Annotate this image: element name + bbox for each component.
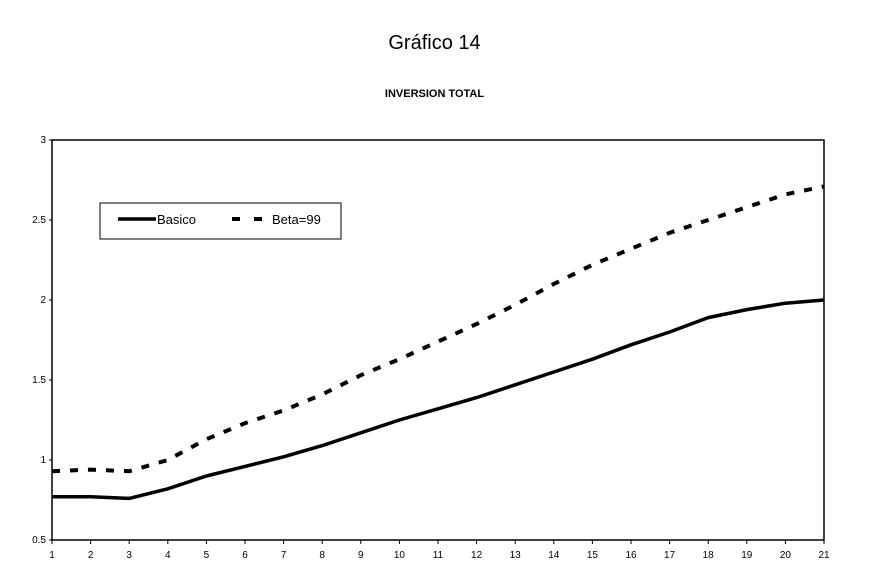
x-tick-label: 16	[625, 550, 637, 561]
x-tick-label: 3	[126, 550, 132, 561]
x-tick-label: 14	[548, 550, 560, 561]
y-tick-label: 2	[40, 295, 46, 306]
legend-label-beta: Beta=99	[272, 212, 321, 227]
x-tick-label: 10	[394, 550, 406, 561]
y-tick-label: 2.5	[32, 215, 46, 226]
x-tick-label: 9	[358, 550, 364, 561]
y-tick-label: 1.5	[32, 375, 46, 386]
legend-label-basico: Basico	[157, 212, 196, 227]
x-tick-label: 21	[818, 550, 830, 561]
x-tick-label: 2	[88, 550, 94, 561]
y-tick-label: 3	[40, 135, 46, 146]
x-tick-label: 11	[433, 550, 444, 561]
series-line-basico	[52, 298, 825, 501]
x-tick-label: 12	[471, 550, 483, 561]
x-tick-label: 20	[780, 550, 792, 561]
x-tick-label: 6	[242, 550, 248, 561]
chart-title: Gráfico 14	[388, 32, 481, 54]
x-tick-label: 1	[49, 550, 55, 561]
x-tick-label: 7	[281, 550, 287, 561]
x-tick-label: 13	[510, 550, 522, 561]
x-tick-label: 17	[664, 550, 676, 561]
x-tick-label: 5	[204, 550, 210, 561]
chart-subtitle: INVERSION TOTAL	[384, 88, 485, 100]
plot-frame	[51, 139, 825, 541]
x-tick-label: 18	[703, 550, 715, 561]
x-tick-label: 4	[165, 550, 171, 561]
x-tick-label: 19	[741, 550, 753, 561]
x-tick-label: 8	[319, 550, 325, 561]
x-tick-label: 15	[587, 550, 599, 561]
legend-box	[99, 202, 342, 240]
y-tick-label: 0.5	[32, 535, 46, 546]
y-tick-label: 1	[40, 455, 46, 466]
series-line-beta-99	[51, 184, 825, 474]
